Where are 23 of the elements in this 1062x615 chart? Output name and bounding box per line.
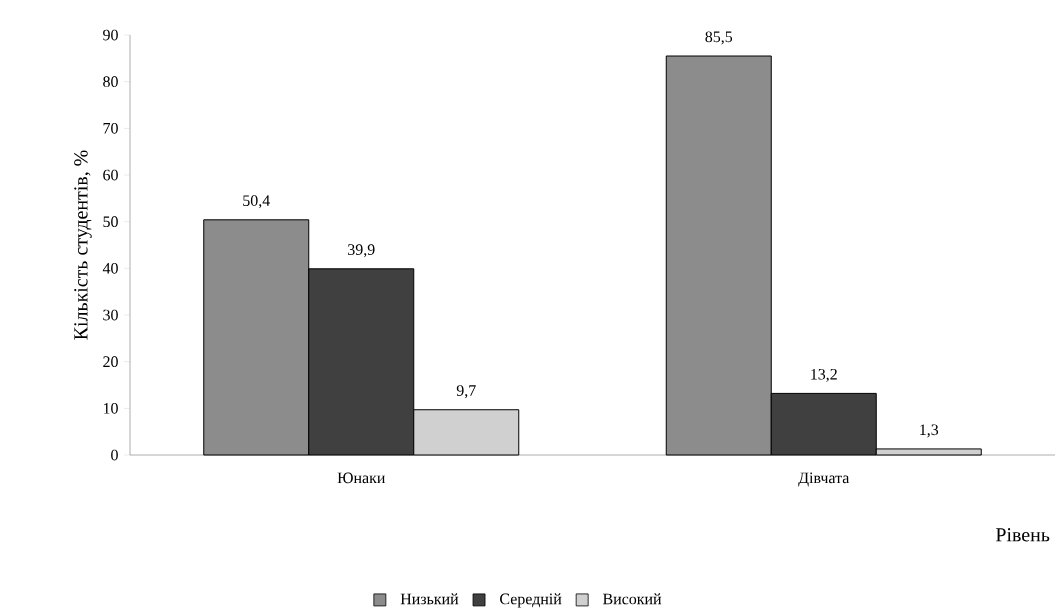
legend-label: Середній (500, 593, 562, 608)
x-tick-label: Юнаки (337, 472, 386, 484)
y-tick-label: 0 (111, 449, 118, 461)
x-tick-label: Дівчата (798, 472, 850, 487)
x-axis-title: Рівень (995, 528, 1050, 542)
y-tick-label: 80 (103, 76, 118, 88)
y-tick-label: 20 (103, 356, 118, 368)
y-tick-label: 40 (102, 262, 118, 274)
y-tick-label: 70 (103, 122, 118, 134)
data-label: 39,9 (348, 244, 375, 258)
data-label: 1,3 (920, 424, 939, 438)
y-tick-label: 50 (103, 216, 118, 228)
data-label: 13,2 (811, 368, 837, 382)
y-tick-label: 30 (103, 309, 118, 321)
y-axis-title: Кількість студентів, % (74, 150, 92, 340)
legend-label: Високий (603, 593, 662, 605)
y-tick-label: 60 (103, 169, 118, 181)
y-tick-label: 90 (103, 29, 118, 41)
legend-label: Низький (400, 593, 459, 605)
data-label: 85,5 (705, 31, 733, 45)
y-tick-label: 10 (103, 402, 118, 414)
data-label: 50,4 (243, 195, 270, 209)
data-label: 9,7 (456, 385, 476, 399)
